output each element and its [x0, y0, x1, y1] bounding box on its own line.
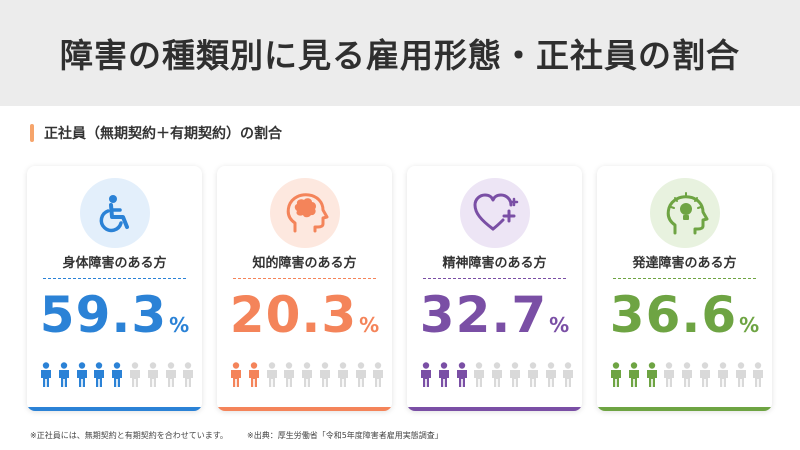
person-icon-active [645, 362, 659, 388]
card-physical: 身体障害のある方 59.3 % [27, 166, 202, 411]
person-icon-active [229, 362, 243, 388]
person-icon-inactive [282, 362, 296, 388]
person-icon-active [75, 362, 89, 388]
person-icon-inactive [698, 362, 712, 388]
card-value: 32.7 % [407, 286, 582, 344]
person-icon-inactive [265, 362, 279, 388]
footnote-source: ※出典：厚生労働省「令和5年度障害者雇用実態調査」 [247, 431, 443, 440]
card-label: 身体障害のある方 [62, 256, 167, 271]
card-accent-line [407, 407, 582, 411]
card-value: 20.3 % [217, 286, 392, 344]
footnote: ※正社員には、無期契約と有期契約を合わせています。 ※出典：厚生労働省「令和5年… [30, 430, 443, 441]
person-icon-inactive [662, 362, 676, 388]
footnote-note: ※正社員には、無期契約と有期契約を合わせています。 [30, 431, 228, 440]
card-value: 59.3 % [27, 286, 202, 344]
people-pictogram [39, 362, 194, 388]
card-mental: 精神障害のある方 32.7 % [407, 166, 582, 411]
card-divider [613, 278, 756, 279]
person-icon-inactive [734, 362, 748, 388]
heart-plus-icon [459, 178, 530, 248]
person-icon-active [455, 362, 469, 388]
person-icon-inactive [371, 362, 385, 388]
person-icon-inactive [472, 362, 486, 388]
section-heading: 正社員（無期契約＋有期契約）の割合 [30, 122, 282, 144]
lightbulb-head-icon [649, 178, 720, 248]
person-icon-active [419, 362, 433, 388]
value-unit: % [359, 313, 380, 337]
card-intellectual: 知的障害のある方 20.3 % [217, 166, 392, 411]
value-number: 20.3 [229, 286, 358, 344]
person-icon-active [437, 362, 451, 388]
person-icon-active [609, 362, 623, 388]
person-icon-inactive [128, 362, 142, 388]
value-unit: % [169, 313, 190, 337]
card-accent-line [597, 407, 772, 411]
person-icon-active [39, 362, 53, 388]
stat-cards: 身体障害のある方 59.3 % 知的障害のある方 20.3 % [27, 166, 773, 411]
section-title: 正社員（無期契約＋有期契約）の割合 [44, 126, 282, 142]
person-icon-inactive [354, 362, 368, 388]
person-icon-inactive [318, 362, 332, 388]
page-title: 障害の種類別に見る雇用形態・正社員の割合 [60, 36, 740, 75]
person-icon-inactive [490, 362, 504, 388]
person-icon-inactive [146, 362, 160, 388]
card-accent-line [217, 407, 392, 411]
people-pictogram [419, 362, 574, 388]
value-unit: % [739, 313, 760, 337]
person-icon-inactive [181, 362, 195, 388]
card-divider [423, 278, 566, 279]
card-accent-line [27, 407, 202, 411]
card-label: 精神障害のある方 [442, 256, 547, 271]
person-icon-active [627, 362, 641, 388]
card-label: 発達障害のある方 [632, 256, 737, 271]
people-pictogram [609, 362, 764, 388]
person-icon-inactive [164, 362, 178, 388]
person-icon-active [57, 362, 71, 388]
page-header: 障害の種類別に見る雇用形態・正社員の割合 [0, 0, 800, 106]
value-number: 32.7 [419, 286, 548, 344]
person-icon-inactive [716, 362, 730, 388]
person-icon-inactive [751, 362, 765, 388]
brain-icon [269, 178, 340, 248]
person-icon-active [92, 362, 106, 388]
person-icon-active [110, 362, 124, 388]
person-icon-inactive [508, 362, 522, 388]
card-divider [233, 278, 376, 279]
card-label: 知的障害のある方 [252, 256, 357, 271]
person-icon-inactive [544, 362, 558, 388]
value-number: 59.3 [39, 286, 168, 344]
value-unit: % [549, 313, 570, 337]
wheelchair-icon [79, 178, 150, 248]
person-icon-inactive [561, 362, 575, 388]
card-value: 36.6 % [597, 286, 772, 344]
card-developmental: 発達障害のある方 36.6 % [597, 166, 772, 411]
person-icon-inactive [336, 362, 350, 388]
person-icon-inactive [526, 362, 540, 388]
person-icon-inactive [680, 362, 694, 388]
card-divider [43, 278, 186, 279]
value-number: 36.6 [609, 286, 738, 344]
person-icon-inactive [300, 362, 314, 388]
people-pictogram [229, 362, 384, 388]
section-accent-bar [30, 124, 34, 142]
person-icon-active [247, 362, 261, 388]
